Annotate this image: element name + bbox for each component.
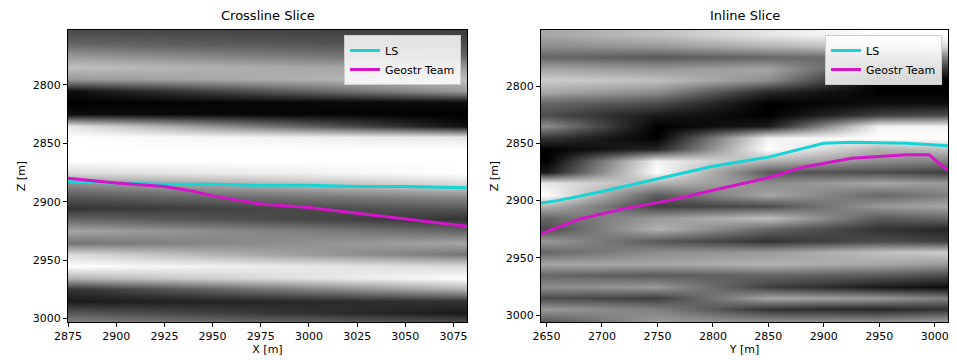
svg-text:3000: 3000 [33, 312, 61, 325]
svg-text:2975: 2975 [247, 330, 275, 343]
svg-text:LS: LS [385, 45, 398, 58]
svg-text:2875: 2875 [54, 330, 82, 343]
svg-text:Z [m]: Z [m] [488, 161, 501, 191]
svg-text:2900: 2900 [33, 196, 61, 209]
svg-text:Z [m]: Z [m] [15, 161, 28, 191]
svg-text:2750: 2750 [643, 330, 671, 343]
svg-text:Inline Slice: Inline Slice [710, 8, 780, 23]
svg-text:3000: 3000 [921, 330, 949, 343]
svg-text:2950: 2950 [506, 252, 534, 265]
svg-text:3050: 3050 [391, 330, 419, 343]
svg-text:2925: 2925 [150, 330, 178, 343]
svg-text:3025: 3025 [343, 330, 371, 343]
svg-text:2850: 2850 [506, 137, 534, 150]
svg-text:2650: 2650 [533, 330, 561, 343]
svg-text:2800: 2800 [506, 80, 534, 93]
svg-text:2900: 2900 [102, 330, 130, 343]
svg-text:2950: 2950 [865, 330, 893, 343]
svg-text:2950: 2950 [199, 330, 227, 343]
svg-text:2850: 2850 [754, 330, 782, 343]
svg-text:2900: 2900 [506, 194, 534, 207]
svg-text:Crossline Slice: Crossline Slice [221, 8, 315, 23]
svg-text:Geostr Team: Geostr Team [385, 64, 454, 77]
svg-text:3000: 3000 [506, 309, 534, 322]
svg-text:2700: 2700 [588, 330, 616, 343]
svg-text:3075: 3075 [440, 330, 468, 343]
svg-text:2850: 2850 [33, 137, 61, 150]
svg-text:LS: LS [866, 45, 879, 58]
svg-text:3000: 3000 [295, 330, 323, 343]
svg-text:2900: 2900 [810, 330, 838, 343]
svg-text:2800: 2800 [33, 79, 61, 92]
svg-text:X [m]: X [m] [252, 343, 282, 356]
svg-text:2800: 2800 [699, 330, 727, 343]
svg-text:2950: 2950 [33, 254, 61, 267]
svg-text:Geostr Team: Geostr Team [866, 64, 935, 77]
svg-text:Y [m]: Y [m] [729, 343, 760, 356]
